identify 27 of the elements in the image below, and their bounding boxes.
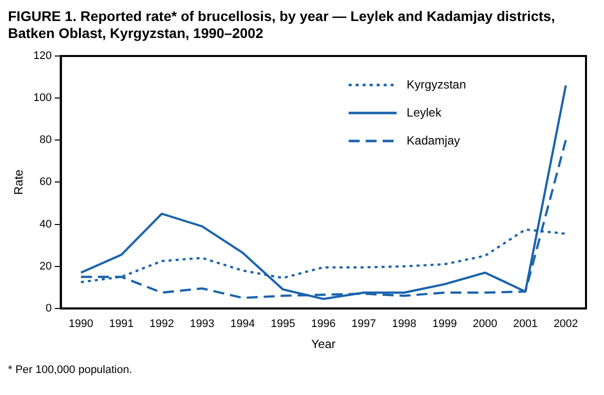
- x-tick-label: 1996: [311, 318, 336, 330]
- x-tick-label: 1995: [270, 318, 296, 330]
- y-tick-label: 120: [33, 50, 52, 62]
- y-tick-label: 20: [40, 260, 52, 272]
- x-tick-label: 1998: [392, 318, 416, 330]
- x-tick-label: 2000: [472, 318, 498, 330]
- y-tick-label: 80: [40, 134, 52, 146]
- x-tick-label: 1997: [352, 318, 376, 330]
- legend-label: Kyrgyzstan: [406, 77, 466, 92]
- x-tick-label: 1999: [432, 318, 457, 330]
- y-axis-title: Rate: [12, 169, 26, 195]
- y-tick-label: 60: [40, 176, 52, 188]
- legend-label: Kadamjay: [406, 133, 460, 148]
- x-tick-label: 2002: [554, 318, 578, 330]
- x-tick-label: 1991: [109, 318, 134, 330]
- x-tick-label: 1994: [230, 318, 255, 330]
- y-tick-label: 100: [33, 92, 52, 104]
- chart-title: FIGURE 1. Reported rate* of brucellosis, by year — Leylek and Kadamjay districts, Batken Oblast, Kyrgyzstan, 1990–2002: [8, 8, 556, 42]
- legend-label: Leylek: [406, 105, 442, 120]
- y-tick-label: 40: [40, 218, 52, 230]
- x-tick-label: 1990: [68, 318, 94, 330]
- x-tick-label: 1992: [150, 318, 174, 330]
- x-axis-title: Year: [311, 337, 336, 352]
- y-tick-label: 0: [46, 302, 52, 314]
- x-tick-label: 2001: [513, 318, 538, 330]
- text: * Per 100,000 population.: [8, 364, 134, 376]
- x-tick-label: 1993: [190, 318, 214, 330]
